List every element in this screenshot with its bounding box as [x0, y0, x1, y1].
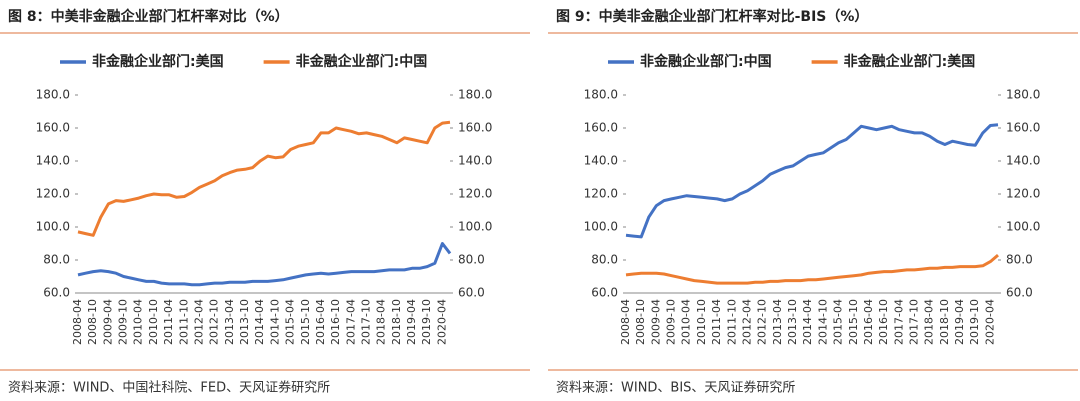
x-tick-label: 2008-04: [619, 299, 632, 345]
x-tick-label: 2008-10: [86, 299, 99, 345]
y2-tick-label: 160.0: [458, 121, 492, 135]
y-tick-label: 180.0: [36, 88, 70, 102]
x-tick-label: 2015-10: [847, 299, 860, 345]
series-line: [625, 123, 999, 239]
x-tick-label: 2017-10: [359, 299, 372, 345]
y2-tick-label: 80.0: [458, 253, 485, 267]
x-tick-label: 2016-10: [877, 299, 890, 345]
x-tick-label: 2018-10: [390, 299, 403, 345]
legend-label: 非金融企业部门:美国: [844, 53, 976, 70]
series-line: [77, 120, 451, 237]
x-tick-label: 2016-04: [862, 299, 875, 345]
x-tick-label: 2018-04: [375, 299, 388, 345]
x-tick-label: 2020-04: [983, 299, 996, 345]
x-tick-label: 2010-04: [132, 299, 145, 345]
x-tick-label: 2011-10: [177, 299, 190, 345]
x-tick-label: 2012-04: [192, 299, 205, 345]
x-tick-label: 2016-10: [329, 299, 342, 345]
x-tick-label: 2013-04: [223, 299, 236, 345]
legend-label: 非金融企业部门:中国: [296, 53, 428, 70]
x-tick-label: 2019-10: [968, 299, 981, 345]
y-tick-label: 100.0: [36, 220, 70, 234]
x-tick-label: 2016-04: [314, 299, 327, 345]
y-tick-label: 180.0: [584, 88, 618, 102]
x-tick-label: 2011-04: [162, 299, 175, 345]
y2-tick-label: 120.0: [1006, 187, 1040, 201]
x-tick-label: 2009-10: [665, 299, 678, 345]
chart-title: 图 8：中美非金融企业部门杠杆率对比（%）: [8, 8, 289, 25]
x-tick-label: 2010-10: [147, 299, 160, 345]
y2-tick-label: 180.0: [1006, 88, 1040, 102]
x-tick-label: 2013-10: [786, 299, 799, 345]
y-tick-label: 60.0: [43, 286, 70, 300]
x-tick-label: 2010-10: [695, 299, 708, 345]
x-tick-label: 2009-04: [101, 299, 114, 345]
x-tick-label: 2008-10: [634, 299, 647, 345]
x-tick-label: 2014-10: [268, 299, 281, 345]
y2-tick-label: 140.0: [458, 154, 492, 168]
x-tick-label: 2013-04: [771, 299, 784, 345]
x-tick-label: 2017-10: [907, 299, 920, 345]
x-tick-label: 2011-10: [725, 299, 738, 345]
x-tick-label: 2019-04: [953, 299, 966, 345]
x-tick-label: 2018-10: [938, 299, 951, 345]
y-tick-label: 120.0: [36, 187, 70, 201]
x-tick-label: 2011-04: [710, 299, 723, 345]
source-note: 资料来源：WIND、中国社科院、FED、天风证券研究所: [8, 380, 330, 396]
x-tick-label: 2015-04: [284, 299, 297, 345]
source-note: 资料来源：WIND、BIS、天风证券研究所: [556, 380, 795, 396]
y2-tick-label: 60.0: [1006, 286, 1033, 300]
y-tick-label: 100.0: [584, 220, 618, 234]
x-tick-label: 2014-04: [801, 299, 814, 345]
x-tick-label: 2020-04: [435, 299, 448, 345]
x-tick-label: 2015-04: [832, 299, 845, 345]
x-tick-label: 2009-04: [649, 299, 662, 345]
x-tick-label: 2017-04: [344, 299, 357, 345]
y2-tick-label: 60.0: [458, 286, 485, 300]
y-tick-label: 120.0: [584, 187, 618, 201]
y-tick-label: 60.0: [591, 286, 618, 300]
series-line: [77, 242, 452, 287]
legend-label: 非金融企业部门:美国: [92, 53, 224, 70]
y2-tick-label: 180.0: [458, 88, 492, 102]
x-tick-label: 2018-04: [923, 299, 936, 345]
y-tick-label: 80.0: [43, 253, 70, 267]
x-tick-label: 2019-04: [405, 299, 418, 345]
x-tick-label: 2009-10: [117, 299, 130, 345]
x-tick-label: 2014-04: [253, 299, 266, 345]
x-tick-label: 2014-10: [816, 299, 829, 345]
y-tick-label: 140.0: [584, 154, 618, 168]
x-tick-label: 2012-10: [208, 299, 221, 345]
x-tick-label: 2012-04: [740, 299, 753, 345]
x-tick-label: 2017-04: [892, 299, 905, 345]
legend-label: 非金融企业部门:中国: [640, 53, 772, 70]
y-tick-label: 160.0: [584, 121, 618, 135]
series-line: [625, 253, 999, 285]
chart-title: 图 9：中美非金融企业部门杠杆率对比-BIS（%）: [556, 8, 868, 25]
x-tick-label: 2013-10: [238, 299, 251, 345]
y2-tick-label: 120.0: [458, 187, 492, 201]
y-tick-label: 140.0: [36, 154, 70, 168]
x-tick-label: 2010-04: [680, 299, 693, 345]
y2-tick-label: 80.0: [1006, 253, 1033, 267]
y-tick-label: 80.0: [591, 253, 618, 267]
x-tick-label: 2015-10: [299, 299, 312, 345]
x-tick-label: 2019-10: [420, 299, 433, 345]
x-tick-label: 2008-04: [71, 299, 84, 345]
y2-tick-label: 160.0: [1006, 121, 1040, 135]
x-tick-label: 2012-10: [756, 299, 769, 345]
y2-tick-label: 100.0: [458, 220, 492, 234]
y2-tick-label: 140.0: [1006, 154, 1040, 168]
y-tick-label: 160.0: [36, 121, 70, 135]
y2-tick-label: 100.0: [1006, 220, 1040, 234]
